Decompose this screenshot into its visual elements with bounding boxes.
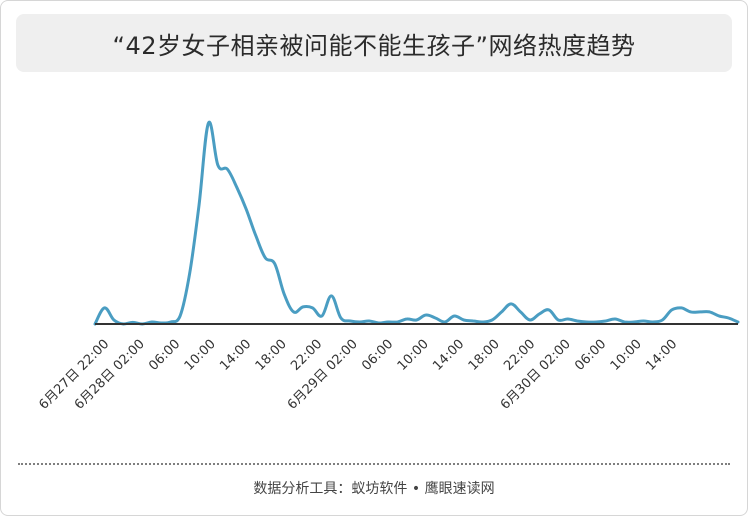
x-tick-label: 18:00 (466, 337, 503, 374)
chart-title: “42岁女子相亲被问能不能生孩子”网络热度趋势 (112, 31, 636, 60)
series-line (93, 120, 740, 326)
x-tick-label: 18:00 (253, 337, 290, 374)
footer-divider (18, 463, 730, 465)
x-tick-label: 06:00 (146, 337, 183, 374)
x-tick-label: 10:00 (182, 337, 219, 374)
x-tick-label: 14:00 (430, 337, 467, 374)
x-tick-label: 14:00 (217, 337, 254, 374)
x-tick-label: 14:00 (643, 337, 680, 374)
x-tick-label: 10:00 (608, 337, 645, 374)
source-footer: 数据分析工具：蚁坊软件 • 鹰眼速读网 (253, 481, 495, 497)
x-tick-label: 10:00 (395, 337, 432, 374)
x-tick-label: 06:00 (572, 337, 609, 374)
title-banner: “42岁女子相亲被问能不能生孩子”网络热度趋势 (16, 14, 732, 72)
x-tick-label: 06:00 (359, 337, 396, 374)
